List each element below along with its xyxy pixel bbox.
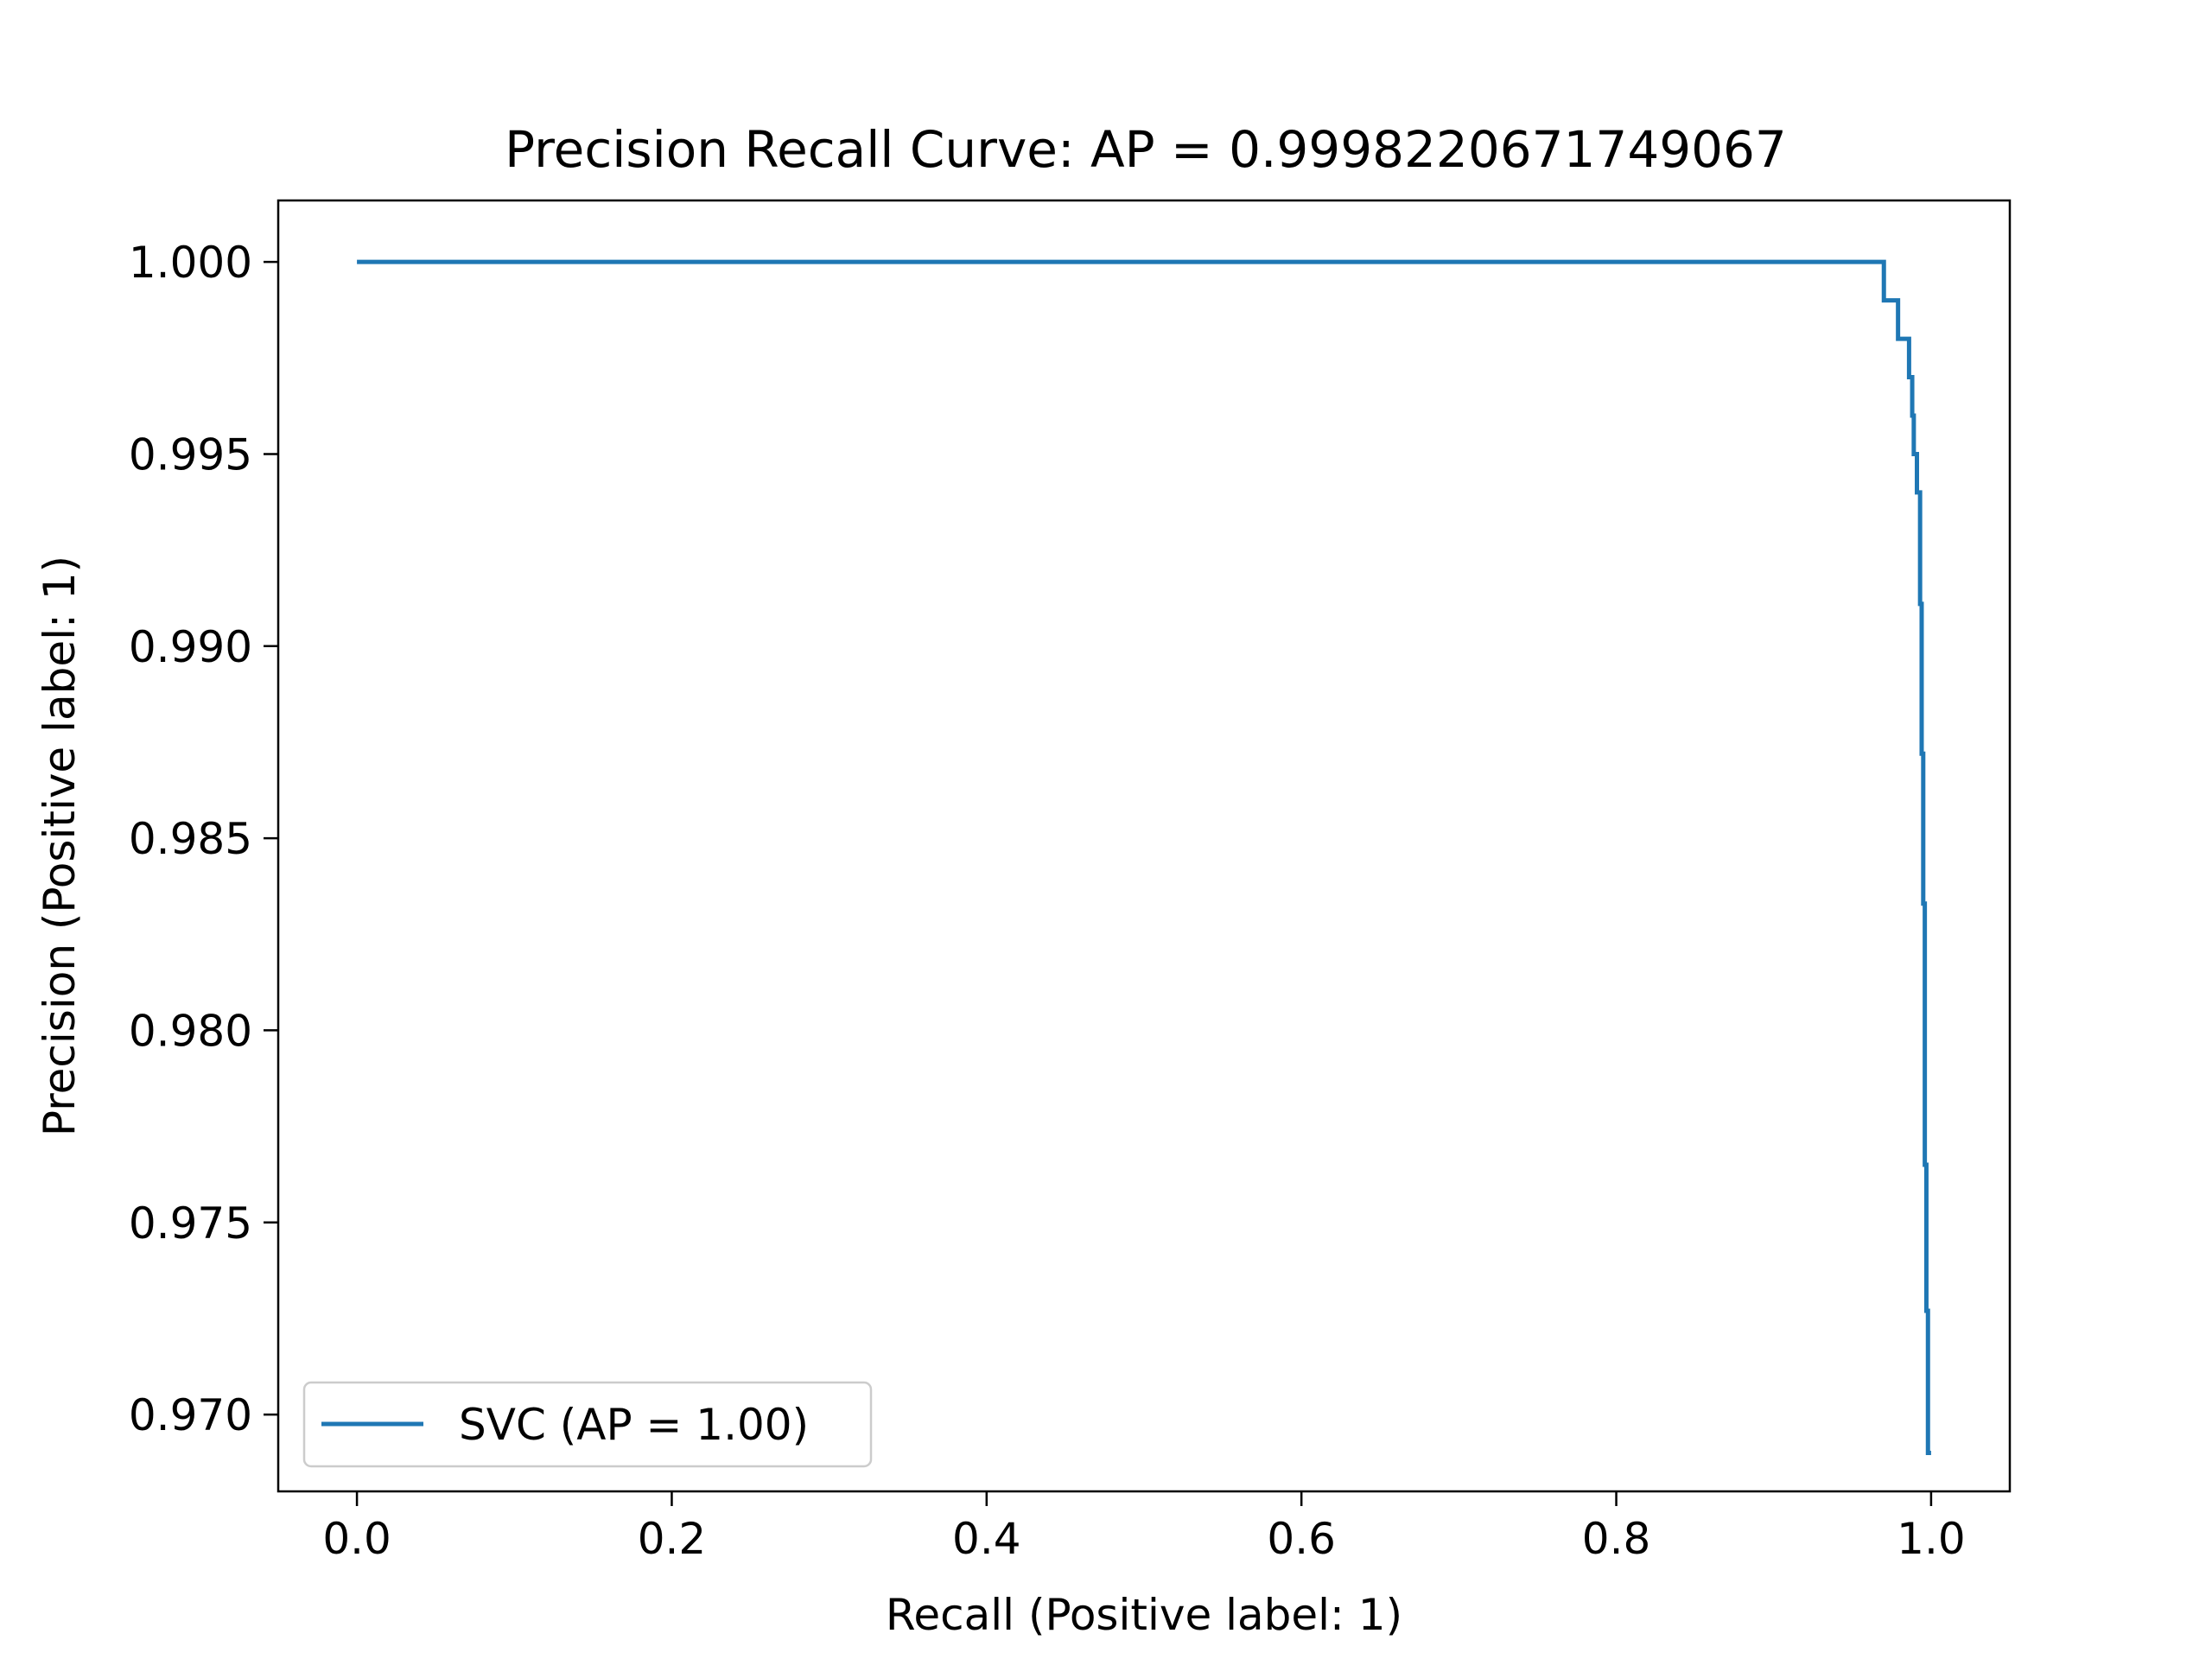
x-axis-label: Recall (Positive label: 1) (886, 1590, 1402, 1640)
x-tick-label: 0.0 (322, 1514, 391, 1564)
x-tick-label: 0.2 (638, 1514, 707, 1564)
y-tick-label: 0.980 (129, 1006, 252, 1056)
x-axis-ticks: 0.0 0.2 0.4 0.6 0.8 1.0 (322, 1491, 1966, 1564)
y-axis-label: Precision (Positive label: 1) (35, 556, 85, 1136)
plot-frame (278, 200, 2010, 1491)
x-tick-label: 0.8 (1582, 1514, 1651, 1564)
x-tick-label: 0.6 (1267, 1514, 1336, 1564)
y-tick-label: 0.995 (129, 429, 252, 480)
x-tick-label: 0.4 (952, 1514, 1021, 1564)
legend-frame (302, 1381, 873, 1468)
series-line (357, 259, 1931, 1456)
x-tick-label: 1.0 (1897, 1514, 1966, 1564)
y-tick-label: 1.000 (129, 238, 252, 288)
plot-border (276, 199, 2012, 1493)
y-axis-ticks: 0.970 0.975 0.980 0.985 0.990 0.995 1.000 (129, 238, 278, 1440)
y-tick-label: 0.970 (129, 1390, 252, 1440)
legend-entry-label: SVC (AP = 1.00) (459, 1400, 809, 1450)
series-layer (357, 259, 1931, 1456)
y-tick-label: 0.985 (129, 814, 252, 864)
y-tick-label: 0.975 (129, 1198, 252, 1249)
y-tick-label: 0.990 (129, 622, 252, 672)
chart-title: Precision Recall Curve: AP = 0.999822067… (505, 120, 1787, 179)
plot-area (276, 199, 2012, 1493)
legend: SVC (AP = 1.00) (302, 1381, 873, 1468)
